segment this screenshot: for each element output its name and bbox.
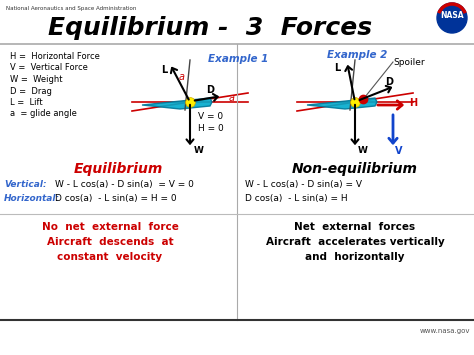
Text: NASA: NASA [440,11,464,20]
Text: Example 1: Example 1 [208,54,268,64]
Polygon shape [307,98,377,109]
Text: D cos(a)  - L sin(a) = H = 0: D cos(a) - L sin(a) = H = 0 [55,194,177,203]
Text: H: H [409,98,417,108]
Text: Net  external  forces
Aircraft  accelerates vertically
and  horizontally: Net external forces Aircraft accelerates… [265,222,444,262]
Text: L =  Lift: L = Lift [10,98,43,107]
Text: H =  Horizontal Force: H = Horizontal Force [10,52,100,61]
Text: V =  Vertical Force: V = Vertical Force [10,64,88,72]
Text: Spoiler: Spoiler [393,58,425,67]
Text: D: D [385,77,393,87]
Text: Example 2: Example 2 [327,50,387,60]
Text: W: W [358,146,368,155]
Text: a  = glide angle: a = glide angle [10,109,77,119]
Polygon shape [142,98,212,109]
Text: L: L [161,65,167,75]
Text: Equilibrium: Equilibrium [73,162,163,176]
Circle shape [437,3,467,33]
Text: W: W [194,146,204,155]
Text: Non-equilibrium: Non-equilibrium [292,162,418,176]
Text: a: a [229,93,235,103]
Text: Vertical:: Vertical: [4,180,46,189]
Text: V: V [395,146,402,156]
Text: W - L cos(a) - D sin(a)  = V = 0: W - L cos(a) - D sin(a) = V = 0 [55,180,194,189]
Text: D =  Drag: D = Drag [10,87,52,95]
Text: National Aeronautics and Space Administration: National Aeronautics and Space Administr… [6,6,137,11]
Text: W - L cos(a) - D sin(a) = V: W - L cos(a) - D sin(a) = V [245,180,362,189]
Text: V = 0
H = 0: V = 0 H = 0 [198,112,224,133]
Text: D cos(a)  - L sin(a) = H: D cos(a) - L sin(a) = H [245,194,347,203]
Text: www.nasa.gov: www.nasa.gov [420,328,471,334]
Text: L: L [334,63,340,73]
Text: Equilibrium -  3  Forces: Equilibrium - 3 Forces [48,16,372,40]
Text: No  net  external  force
Aircraft  descends  at
constant  velocity: No net external force Aircraft descends … [42,222,178,262]
Text: D: D [206,85,214,95]
Text: W =  Weight: W = Weight [10,75,63,84]
Text: Horizontal:: Horizontal: [4,194,60,203]
Text: a: a [179,72,185,82]
